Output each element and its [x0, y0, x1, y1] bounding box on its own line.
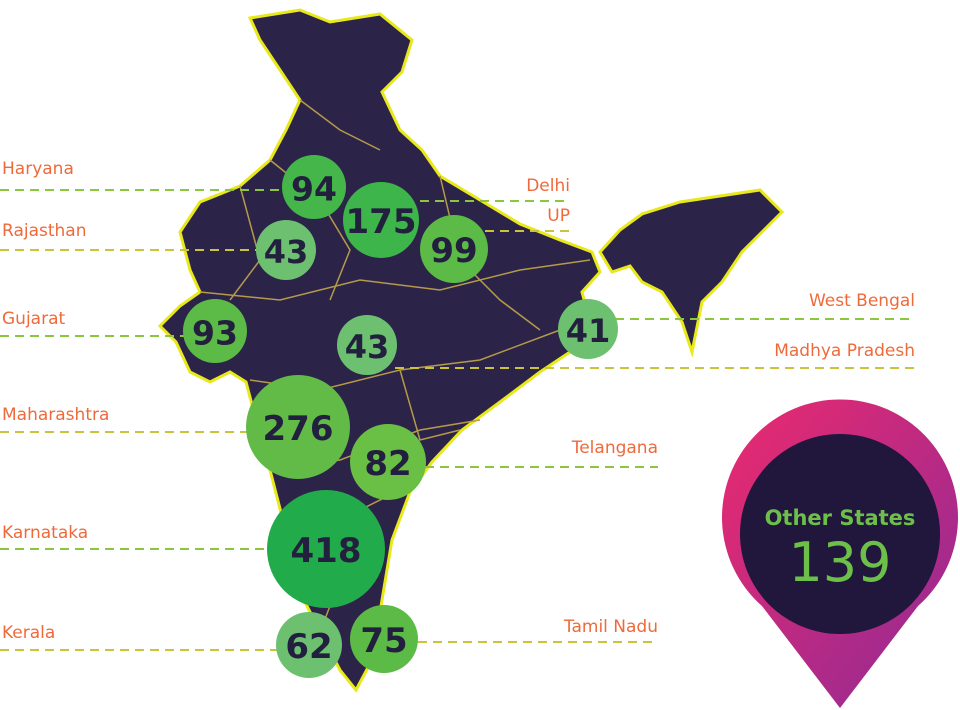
- bubble-gujarat: [183, 299, 247, 363]
- label-kerala: Kerala: [2, 623, 55, 643]
- bubble-maharashtra: [246, 375, 350, 479]
- label-haryana: Haryana: [2, 159, 74, 179]
- value-rajasthan: 43: [264, 233, 309, 271]
- bubble-madhya-pradesh: [337, 315, 397, 375]
- bubble-karnataka: [267, 490, 385, 608]
- value-delhi: 175: [346, 202, 417, 242]
- value-madhya-pradesh: 43: [345, 328, 390, 366]
- bubble-haryana: [282, 155, 346, 219]
- value-gujarat: 93: [192, 314, 238, 353]
- label-delhi: Delhi: [526, 176, 570, 196]
- bubble-up: [420, 215, 488, 283]
- value-up: 99: [430, 231, 477, 271]
- label-gujarat: Gujarat: [2, 309, 65, 329]
- label-west-bengal: West Bengal: [809, 291, 915, 311]
- pin-inner-circle: [740, 434, 940, 634]
- bubble-telangana: [350, 424, 426, 500]
- value-haryana: 94: [291, 170, 337, 209]
- label-up: UP: [547, 206, 570, 226]
- label-madhya-pradesh: Madhya Pradesh: [774, 341, 915, 361]
- label-maharashtra: Maharashtra: [2, 405, 109, 425]
- bubble-tamil-nadu: [350, 605, 418, 673]
- value-west-bengal: 41: [566, 312, 611, 350]
- india-map: [157, 8, 785, 693]
- india-northeast: [598, 188, 785, 358]
- bubble-delhi: [343, 182, 419, 258]
- value-tamil-nadu: 75: [360, 621, 407, 661]
- value-kerala: 62: [285, 627, 332, 667]
- bubble-west-bengal: [558, 299, 618, 359]
- label-tamil-nadu: Tamil Nadu: [563, 617, 658, 637]
- value-karnataka: 418: [291, 531, 362, 571]
- other-states-value: 139: [788, 531, 891, 594]
- label-karnataka: Karnataka: [2, 523, 88, 543]
- value-maharashtra: 276: [263, 409, 334, 449]
- other-states-title: Other States: [765, 506, 916, 530]
- value-telangana: 82: [364, 444, 411, 484]
- other-states-pin: Other States 139: [722, 399, 959, 708]
- label-telangana: Telangana: [571, 438, 658, 458]
- bubble-rajasthan: [256, 220, 316, 280]
- label-rajasthan: Rajasthan: [2, 221, 87, 241]
- bubble-kerala: [276, 612, 342, 678]
